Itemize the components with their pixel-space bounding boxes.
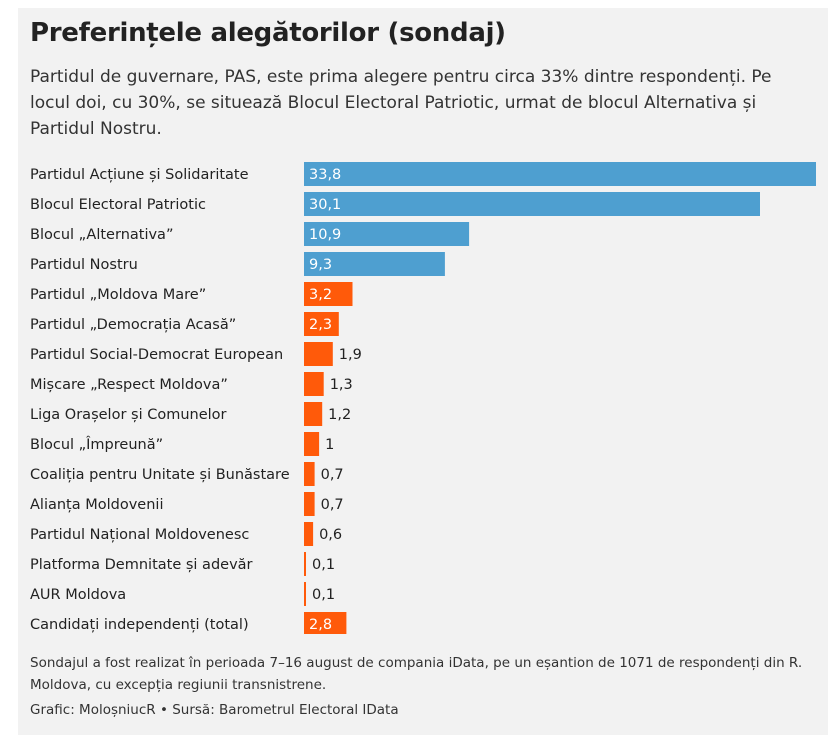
category-label: Partidul „Moldova Mare” [30,287,206,303]
category-label: Blocul „Împreună” [30,435,163,453]
value-label: 3,2 [309,287,332,303]
bar [304,282,353,306]
category-label: Alianța Moldovenii [30,497,163,513]
category-label: Platforma Demnitate și adevăr [30,557,253,573]
bar [304,342,333,366]
bar [304,582,306,606]
category-label: Blocul „Alternativa” [30,227,173,243]
category-label: AUR Moldova [30,587,126,603]
survey-note: Sondajul a fost realizat în perioada 7–1… [30,655,803,693]
category-label: Mișcare „Respect Moldova” [30,377,228,393]
bar-chart: Partidul Acțiune și Solidaritate 33,8 Bloc… [18,154,828,634]
bar [304,462,315,486]
category-label: Partidul Nostru [30,257,138,273]
bar [304,252,445,276]
bar-chart-svg: Partidul Acțiune și Solidaritate 33,8 Bloc… [30,162,816,634]
category-label: Blocul Electoral Patriotic [30,197,206,213]
bar [304,612,347,634]
bar [304,402,323,426]
category-label: Partidul Acțiune și Solidaritate [30,167,249,183]
value-label: 0,7 [321,497,344,513]
value-label: 30,1 [309,197,341,213]
chart-card: Preferințele alegătorilor (sondaj) Parti… [18,8,828,735]
bar [304,222,470,246]
bar [304,432,320,456]
chart-credit: Grafic: MoloșniucR • Sursă: Barometrul E… [30,702,399,718]
value-label: 1,9 [339,347,362,363]
bar [304,552,306,576]
chart-title: Preferințele alegătorilor (sondaj) [30,18,506,48]
value-label: 10,9 [309,227,341,243]
bar [304,312,339,336]
bar [304,372,324,396]
bar [304,492,315,516]
value-label: 1,3 [330,377,353,393]
value-label: 9,3 [309,257,332,273]
value-label: 1,2 [328,407,351,423]
category-label: Candidați independenți (total) [30,617,249,633]
value-label: 1 [325,437,334,453]
bar [304,522,314,546]
value-label: 2,3 [309,317,332,333]
category-label: Partidul Social-Democrat European [30,347,283,363]
category-label: Liga Orașelor și Comunelor [30,407,227,423]
category-label: Partidul Național Moldovenesc [30,527,249,543]
value-label: 0,1 [312,557,335,573]
chart-subtitle: Partidul de guvernare, PAS, este prima a… [30,67,772,139]
value-label: 33,8 [309,167,341,183]
value-label: 0,1 [312,587,335,603]
bar [304,162,816,186]
value-label: 0,7 [321,467,344,483]
value-label: 2,8 [309,617,332,633]
category-label: Partidul „Democrația Acasă” [30,317,236,333]
value-label: 0,6 [319,527,342,543]
bar [304,192,760,216]
category-label: Coaliția pentru Unitate și Bunăstare [30,467,290,483]
